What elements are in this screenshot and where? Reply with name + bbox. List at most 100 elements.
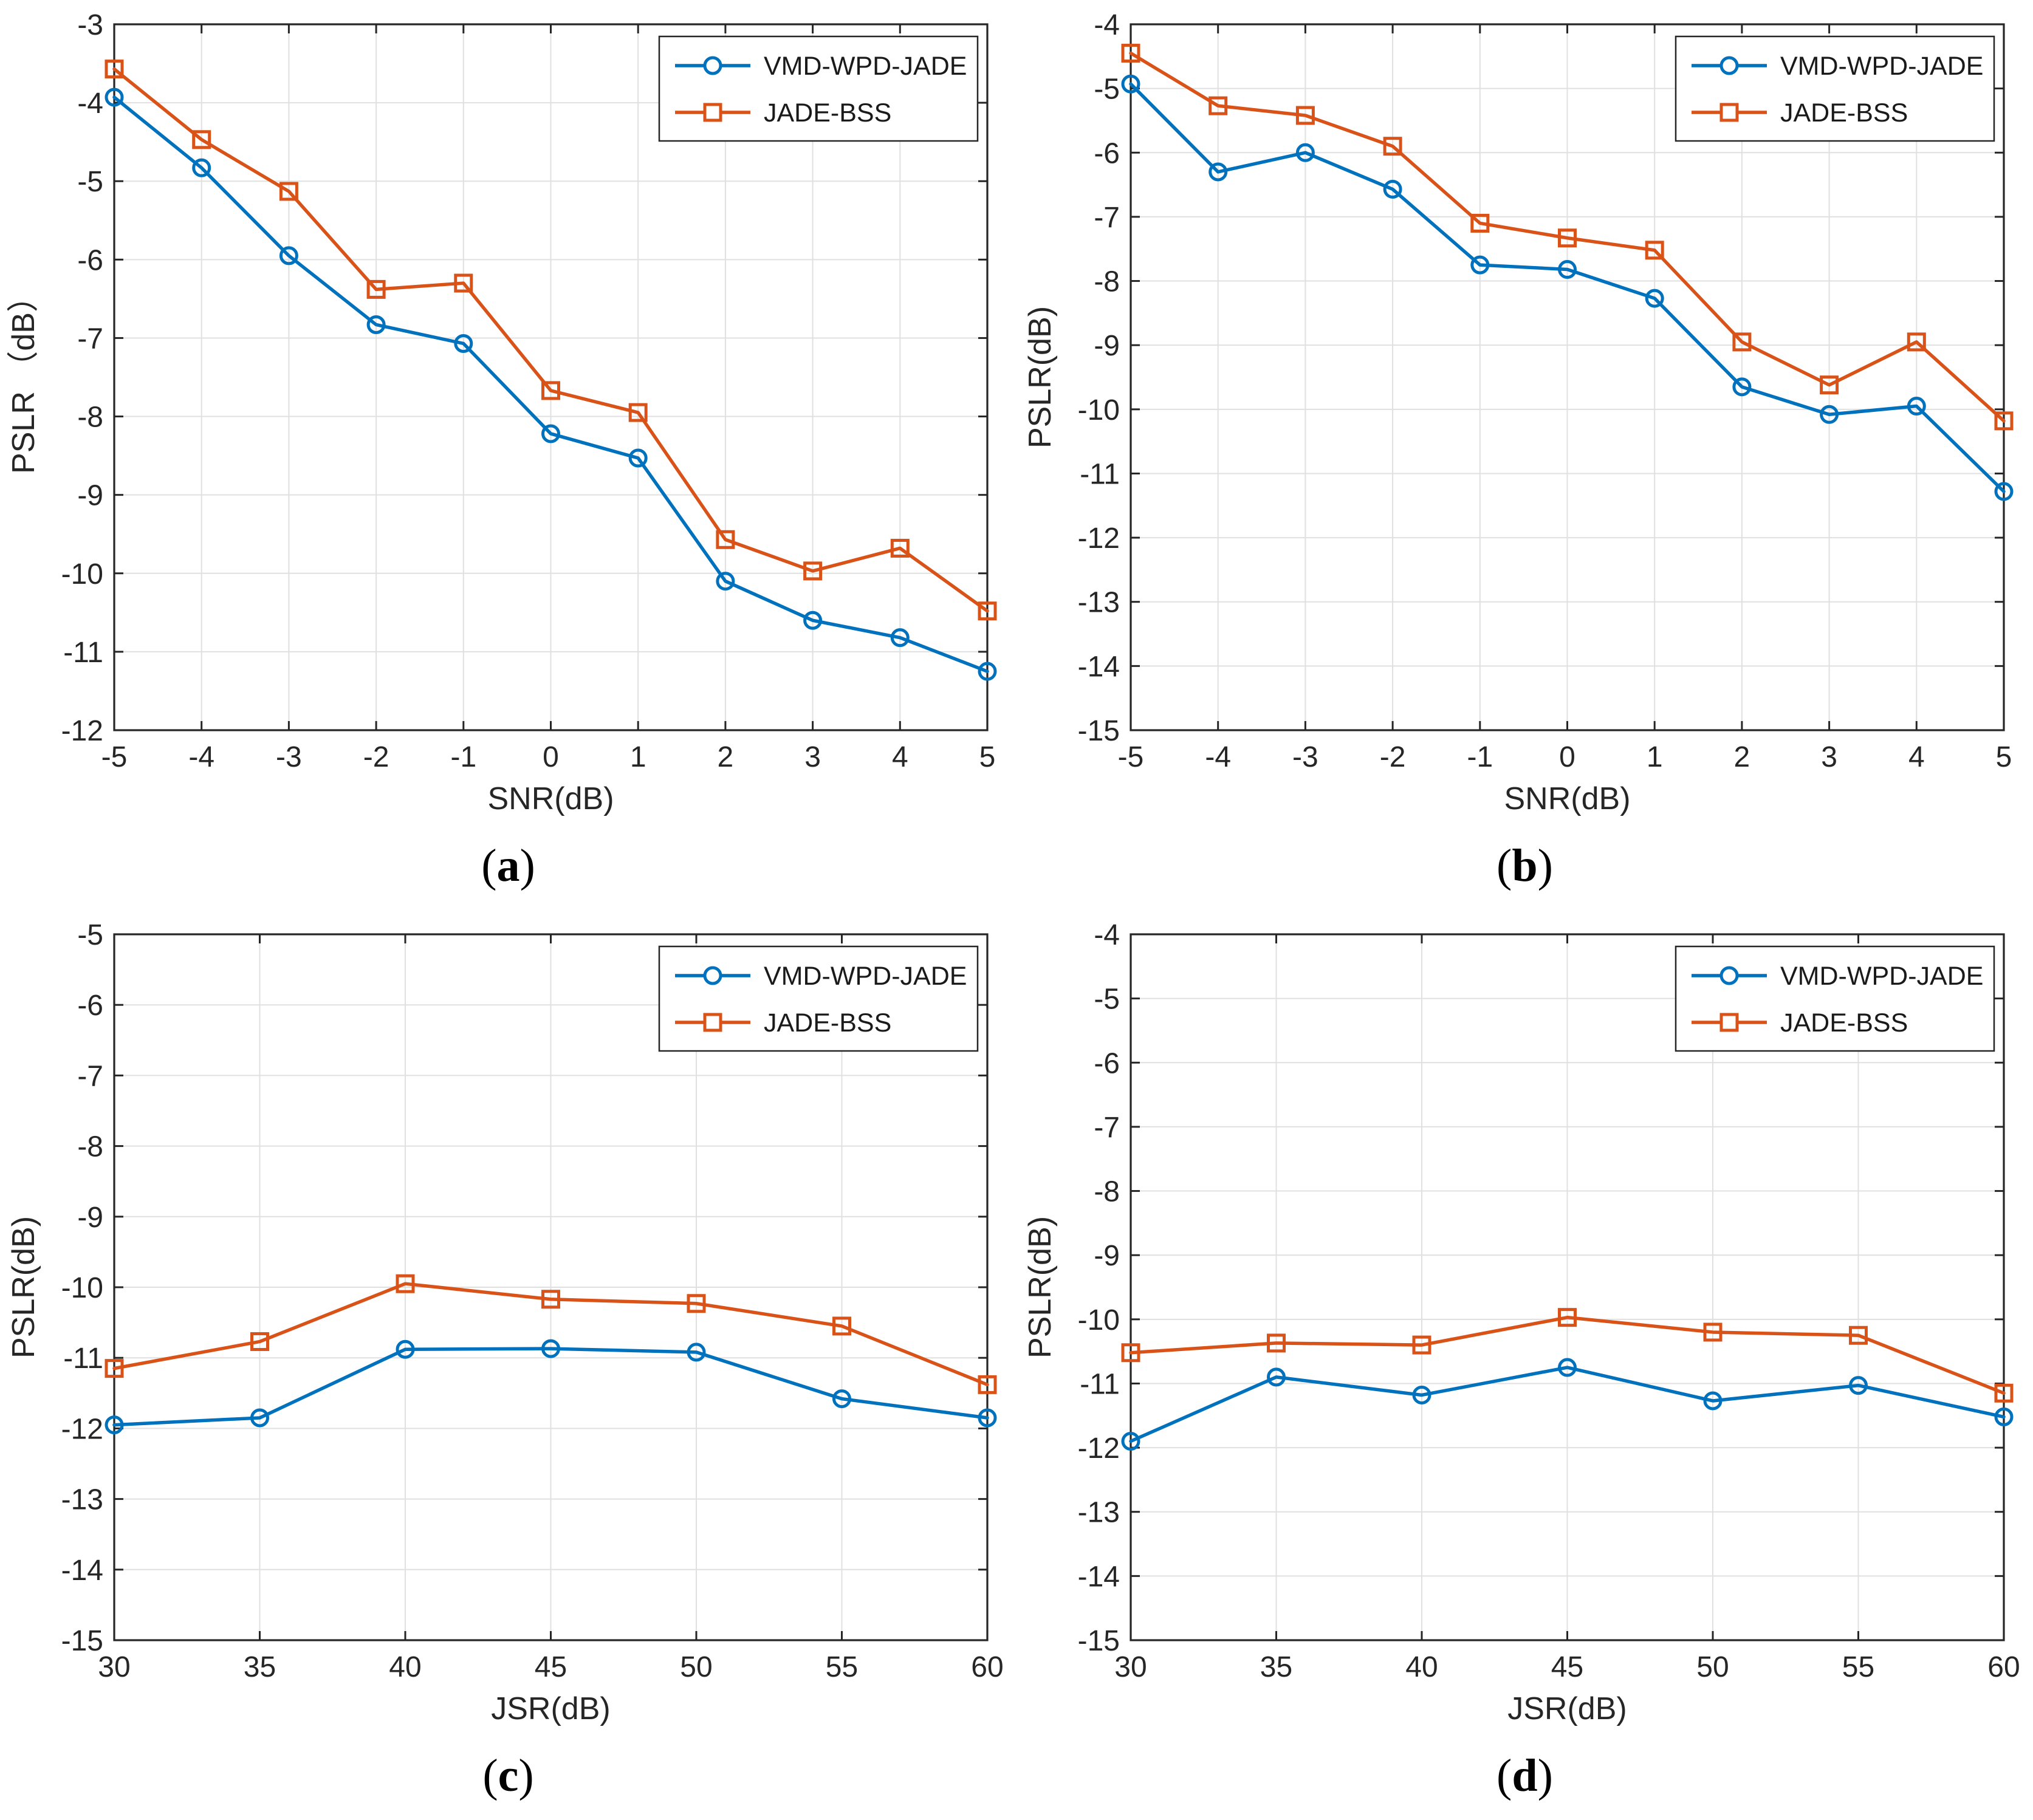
- legend: VMD-WPD-JADE JADE-BSS: [658, 35, 979, 142]
- svg-text:-5: -5: [1094, 74, 1120, 106]
- svg-text:60: 60: [1987, 1651, 2020, 1683]
- svg-text:2: 2: [1734, 741, 1750, 773]
- svg-text:-8: -8: [1094, 266, 1120, 298]
- series-markers-JADE-BSS: [105, 1274, 997, 1394]
- chart-d: 30 35 40 45 50 55 60 -15 -14 -13 -12 -11 -10 -9 -8 -7 -6…: [1017, 910, 2033, 1731]
- svg-text:-7: -7: [77, 323, 103, 355]
- svg-text:-13: -13: [1078, 1497, 1120, 1529]
- y-axis-label: PSLR(dB): [1023, 306, 1058, 448]
- x-tick-labels: -5 -4 -3 -2 -1 0 1 2 3 4 5: [101, 741, 996, 773]
- legend-circle-marker-icon: [1719, 56, 1739, 75]
- caption-b-open: (: [1496, 840, 1512, 891]
- svg-text:45: 45: [535, 1651, 567, 1683]
- caption-b: (b): [1496, 821, 1553, 910]
- svg-text:-7: -7: [1094, 1112, 1120, 1144]
- svg-text:-7: -7: [1094, 202, 1120, 234]
- series-markers-JADE-BSS: [1121, 44, 2014, 431]
- legend-box: [658, 35, 979, 142]
- series-markers-VMD-WPD-JADE: [1121, 1358, 2014, 1451]
- gridlines: [114, 24, 987, 730]
- caption-c-letter: c: [498, 1750, 519, 1801]
- chart-svg-a: -5 -4 -3 -2 -1 0 1 2 3 4 5-12-11-10-9-8-7-6-5-4-3S…: [0, 0, 1017, 821]
- y-tick-labels: -15 -14 -13 -12 -11 -10 -9 -8 -7 -6 -5: [61, 919, 103, 1657]
- legend: VMD-WPD-JADE JADE-BSS: [658, 945, 979, 1052]
- caption-c-open: (: [482, 1750, 498, 1801]
- svg-text:-15: -15: [1078, 1625, 1120, 1657]
- legend-box: [658, 945, 979, 1052]
- y-axis-label: PSLR(dB): [1023, 1216, 1058, 1358]
- svg-text:40: 40: [1405, 1651, 1438, 1683]
- svg-text:-11: -11: [63, 1343, 103, 1375]
- y-tick-labels: -15 -14 -13 -12 -11 -10 -9 -8 -7 -6 -5 -4: [1078, 9, 1120, 747]
- y-axis-label: PSLR(dB): [6, 1216, 41, 1358]
- svg-text:-13: -13: [61, 1484, 103, 1516]
- svg-text:-5: -5: [101, 741, 128, 773]
- svg-text:-3: -3: [1292, 741, 1318, 773]
- svg-text:35: 35: [1260, 1651, 1292, 1683]
- svg-text:-12: -12: [1078, 522, 1120, 555]
- x-axis-label: SNR(dB): [1504, 781, 1630, 816]
- x-axis-label: JSR(dB): [1507, 1691, 1627, 1726]
- svg-text:55: 55: [1842, 1651, 1874, 1683]
- svg-text:-11: -11: [1080, 458, 1120, 490]
- svg-text:-6: -6: [1094, 1047, 1120, 1079]
- legend-label-JADE-BSS: JADE-BSS: [1780, 98, 1908, 128]
- legend-label-JADE-BSS: JADE-BSS: [764, 1008, 891, 1038]
- x-tick-labels: 30 35 40 45 50 55 60: [1114, 1651, 2020, 1683]
- svg-text:-3: -3: [276, 741, 302, 773]
- legend-circle-marker-icon: [703, 56, 722, 75]
- legend-square-marker-icon: [1719, 103, 1739, 122]
- caption-d-letter: d: [1512, 1750, 1538, 1801]
- svg-text:-9: -9: [77, 1202, 103, 1234]
- svg-text:-1: -1: [1467, 741, 1493, 773]
- caption-b-close: ): [1537, 840, 1553, 891]
- svg-text:50: 50: [680, 1651, 712, 1683]
- svg-text:5: 5: [979, 741, 996, 773]
- svg-text:-12: -12: [1078, 1432, 1120, 1465]
- svg-text:-10: -10: [61, 558, 103, 590]
- chart-c: 30 35 40 45 50 55 60 -15 -14 -13 -12 -11 -10 -9 -8 -7 -6…: [0, 910, 1017, 1731]
- svg-text:35: 35: [244, 1651, 276, 1683]
- svg-text:-10: -10: [1078, 394, 1120, 426]
- caption-a-letter: a: [496, 840, 520, 891]
- series-line-VMD-WPD-JADE: [1129, 1366, 2006, 1443]
- svg-text:-15: -15: [61, 1625, 103, 1657]
- svg-text:-12: -12: [61, 715, 103, 747]
- svg-text:0: 0: [1559, 741, 1575, 773]
- svg-text:1: 1: [1647, 741, 1663, 773]
- series-line-VMD-WPD-JADE: [112, 95, 989, 673]
- chart-a: -5 -4 -3 -2 -1 0 1 2 3 4 5 -12 -11 -10 -9 -8 -7 -6 -5 -4 -3 S…: [0, 0, 1017, 821]
- svg-text:1: 1: [630, 741, 646, 773]
- x-tick-labels: 30 35 40 45 50 55 60: [98, 1651, 1003, 1683]
- svg-text:-14: -14: [1078, 1561, 1120, 1593]
- svg-text:-10: -10: [61, 1272, 103, 1304]
- legend-label-VMD-WPD-JADE: VMD-WPD-JADE: [764, 52, 967, 81]
- panel-d: 30 35 40 45 50 55 60 -15 -14 -13 -12 -11 -10 -9 -8 -7 -6…: [1017, 910, 2033, 1820]
- series-markers-JADE-BSS: [105, 60, 997, 621]
- svg-text:30: 30: [1114, 1651, 1147, 1683]
- caption-d-open: (: [1496, 1750, 1512, 1801]
- svg-text:4: 4: [892, 741, 908, 773]
- caption-d-close: ): [1537, 1750, 1553, 1801]
- legend-box: [1675, 35, 1995, 142]
- series-line-JADE-BSS: [1129, 51, 2006, 423]
- series-markers-VMD-WPD-JADE: [1121, 74, 2014, 501]
- svg-text:-14: -14: [1078, 651, 1120, 683]
- legend-label-VMD-WPD-JADE: VMD-WPD-JADE: [1780, 52, 1983, 81]
- svg-text:-2: -2: [363, 741, 389, 773]
- svg-text:-4: -4: [1094, 919, 1120, 951]
- legend-label-JADE-BSS: JADE-BSS: [1780, 1008, 1908, 1038]
- chart-b: -5 -4 -3 -2 -1 0 1 2 3 4 5 -15 -14 -13 -12 -11 -10 -9 -8 -7…: [1017, 0, 2033, 821]
- chart-svg-d: 30 35 40 45 50 55 60 -15 -14 -13 -12 -11 -10 -9 -8 -7 -6…: [1017, 910, 2033, 1731]
- axis-ticks: [113, 933, 989, 1641]
- axis-ticks: [1130, 23, 2005, 731]
- svg-text:-6: -6: [77, 990, 103, 1022]
- svg-text:-13: -13: [1078, 587, 1120, 619]
- legend: VMD-WPD-JADE JADE-BSS: [1675, 35, 1995, 142]
- svg-text:40: 40: [389, 1651, 421, 1683]
- series-markers-VMD-WPD-JADE: [105, 1339, 997, 1435]
- caption-d: (d): [1496, 1731, 1553, 1820]
- gridlines: [114, 934, 987, 1640]
- svg-text:-5: -5: [77, 166, 103, 198]
